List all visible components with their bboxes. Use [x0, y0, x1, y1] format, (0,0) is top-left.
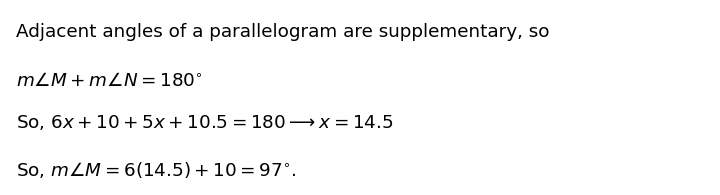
Text: $m\angle M + m\angle N = 180^{\circ}$: $m\angle M + m\angle N = 180^{\circ}$ [16, 72, 202, 90]
Text: So, $6x + 10 + 5x + 10.5 = 180 \longrightarrow x = 14.5$: So, $6x + 10 + 5x + 10.5 = 180 \longrigh… [16, 113, 393, 132]
Text: So, $m\angle M = 6(14.5) + 10 = 97^{\circ}$.: So, $m\angle M = 6(14.5) + 10 = 97^{\cir… [16, 160, 297, 180]
Text: Adjacent angles of a parallelogram are supplementary, so: Adjacent angles of a parallelogram are s… [16, 23, 549, 41]
